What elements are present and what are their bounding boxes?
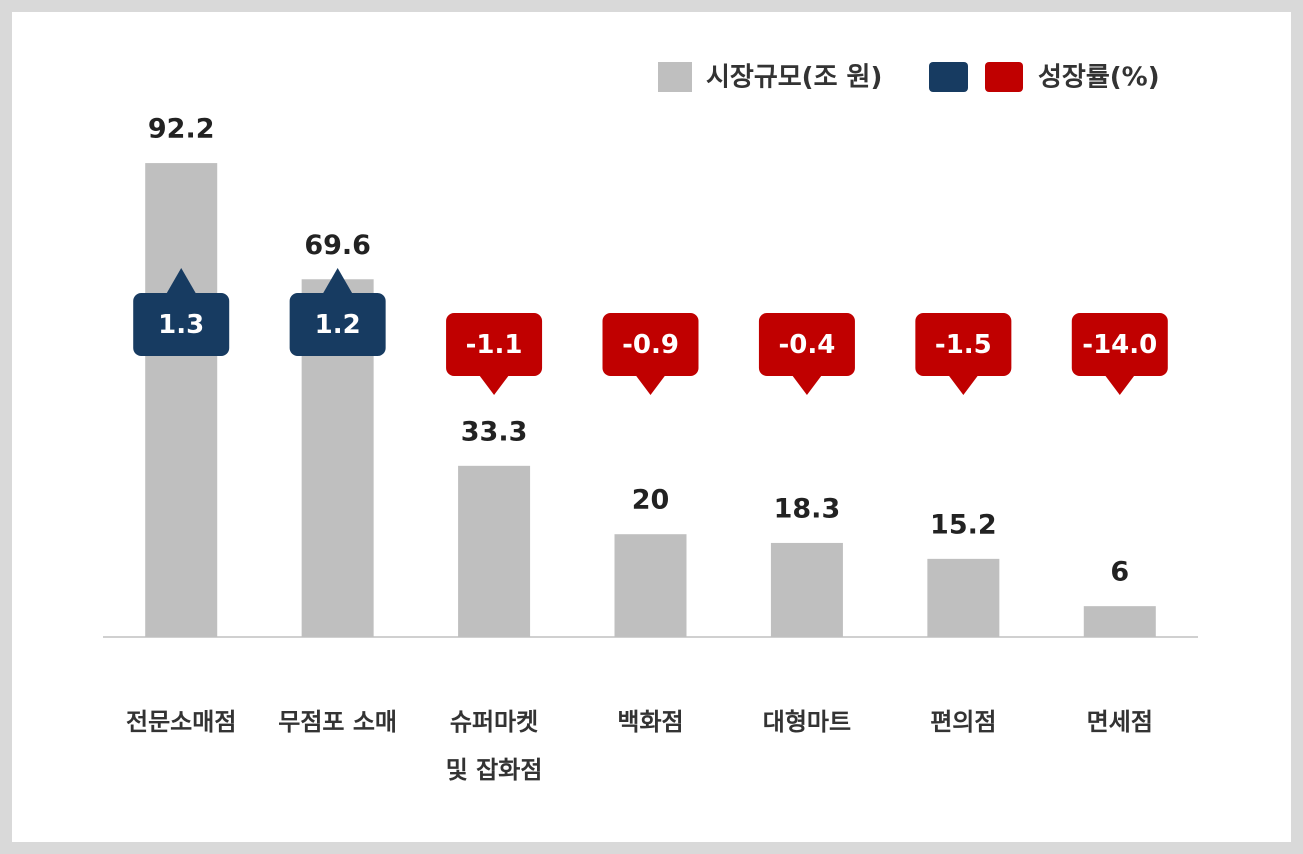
x-tick-label: 슈퍼마켓 및 잡화점 — [445, 708, 543, 784]
x-tick-label: 무점포 소매 — [278, 708, 398, 736]
callout-box — [289, 293, 386, 356]
callout-arrow — [791, 375, 822, 395]
x-tick-label: 전문소매점 — [126, 708, 237, 736]
x-tick-label: 편의점 — [930, 708, 997, 736]
value-label: 15.2 — [930, 509, 997, 540]
callout-box — [133, 293, 230, 356]
callout-arrow — [1104, 375, 1135, 395]
bar — [927, 558, 1000, 637]
value-label: 69.6 — [304, 230, 371, 261]
callout-label: -1.1 — [466, 330, 523, 360]
bar — [614, 534, 687, 637]
callout-box — [1071, 313, 1168, 376]
growth-callout — [133, 268, 230, 356]
value-label: 33.3 — [461, 416, 528, 447]
callout-box — [758, 313, 855, 376]
callout-label: 1.2 — [315, 310, 361, 340]
legend-swatch — [985, 62, 1023, 92]
callout-arrow — [479, 375, 510, 395]
growth-callout — [1071, 313, 1168, 395]
growth-callout — [446, 313, 543, 395]
callout-arrow — [948, 375, 979, 395]
callout-box — [446, 313, 543, 376]
growth-callout — [289, 268, 386, 356]
callout-arrow — [322, 268, 353, 294]
legend-swatch — [929, 62, 968, 92]
callout-label: 1.3 — [158, 310, 204, 340]
x-tick-label: 대형마트 — [762, 708, 852, 736]
x-tick-label: 백화점 — [617, 708, 684, 736]
callout-label: -0.4 — [778, 330, 835, 360]
bar — [770, 542, 843, 637]
growth-callout — [758, 313, 855, 395]
legend-label: 시장규모(조 원) — [706, 63, 882, 93]
value-label: 20 — [632, 485, 670, 516]
callout-arrow — [166, 268, 197, 294]
callout-label: -14.0 — [1082, 330, 1157, 360]
callout-box — [602, 313, 699, 376]
callout-box — [915, 313, 1012, 376]
value-label: 18.3 — [774, 493, 841, 524]
growth-callout — [915, 313, 1012, 395]
callout-arrow — [635, 375, 666, 395]
growth-callout — [602, 313, 699, 395]
callout-label: -1.5 — [935, 330, 992, 360]
bar — [145, 163, 218, 638]
value-label: 6 — [1110, 557, 1129, 588]
value-label: 92.2 — [148, 114, 215, 145]
legend-swatch — [658, 62, 692, 92]
x-tick-label: 면세점 — [1086, 708, 1153, 736]
bar — [1083, 606, 1156, 637]
callout-label: -0.9 — [622, 330, 679, 360]
bar — [458, 465, 531, 637]
legend-label: 성장률(%) — [1038, 63, 1160, 93]
